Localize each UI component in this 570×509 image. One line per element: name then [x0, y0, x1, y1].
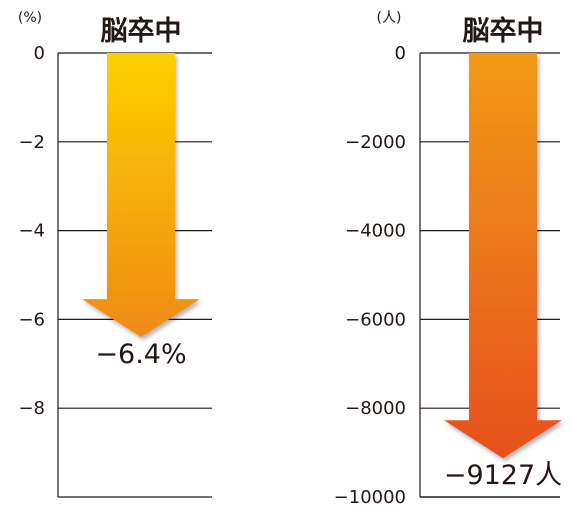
y-tick-label-1-0: 0	[395, 43, 406, 64]
y-tick-label-0-0: 0	[34, 43, 45, 64]
y-tick-label-1-3: −6000	[345, 309, 406, 330]
y-tick-label-0-3: −6	[18, 309, 45, 330]
data-label-0: −6.4%	[95, 339, 186, 370]
bar-arrow-1	[444, 53, 562, 459]
y-tick-label-1-5: −10000	[334, 487, 406, 508]
category-label-1: 脳卒中	[462, 15, 544, 47]
bar-arrow-0	[82, 53, 200, 338]
y-tick-label-1-4: −8000	[345, 398, 406, 419]
unit-label-0: (%)	[18, 10, 42, 26]
y-tick-label-0-1: −2	[18, 132, 45, 153]
y-tick-label-1-1: −2000	[345, 132, 406, 153]
data-label-1: −9127人	[444, 460, 562, 491]
y-tick-label-0-2: −4	[18, 221, 45, 242]
y-tick-label-1-2: −4000	[345, 221, 406, 242]
y-tick-label-0-4: −8	[18, 398, 45, 419]
unit-label-1: (人)	[377, 10, 402, 26]
category-label-0: 脳卒中	[100, 15, 182, 47]
